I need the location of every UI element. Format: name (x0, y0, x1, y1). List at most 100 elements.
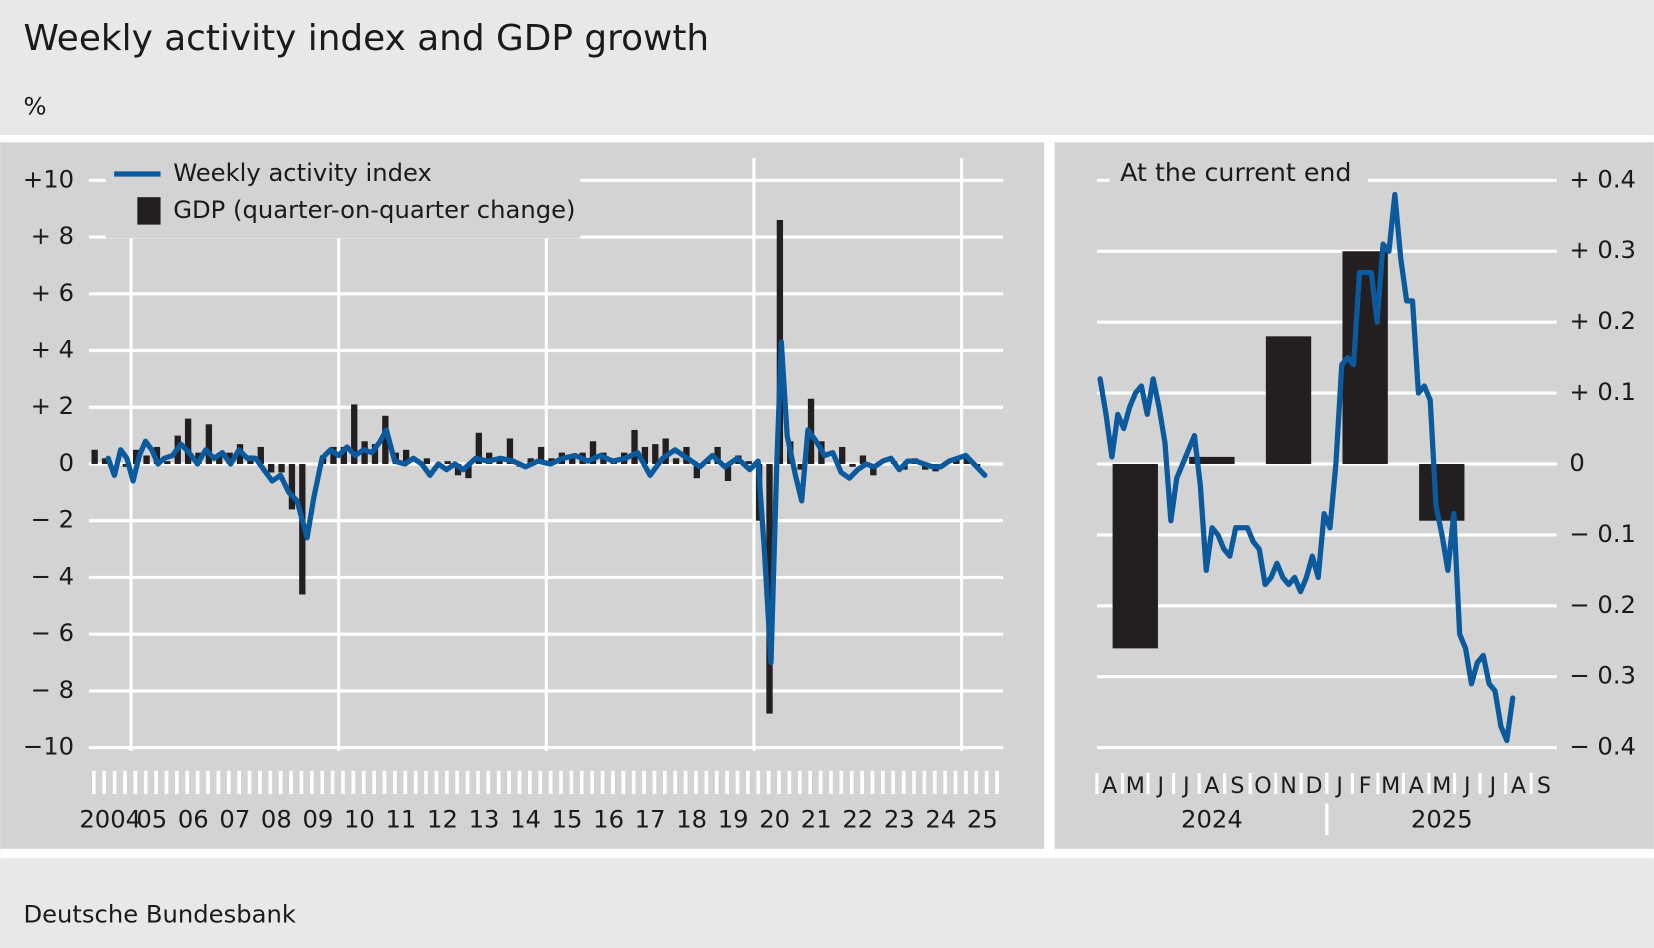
tick-mark (777, 770, 781, 795)
tick-mark (621, 770, 626, 795)
tick-mark (984, 770, 989, 795)
x-tick-label: A (1511, 773, 1526, 799)
tick-mark (413, 770, 418, 795)
bar (101, 458, 109, 464)
tick-mark (1095, 772, 1099, 795)
x-tick-label: 17 (635, 804, 666, 833)
bar (569, 455, 576, 464)
tick-mark (517, 770, 522, 795)
bar (745, 461, 752, 464)
y-tick-label: + 0.4 (1569, 164, 1636, 193)
y-tick-label: + 0.3 (1569, 235, 1636, 264)
x-tick-label: 18 (676, 804, 707, 833)
bar (672, 458, 680, 464)
tick-mark (299, 770, 304, 795)
tick-mark (652, 770, 657, 795)
tick-mark (320, 770, 325, 795)
tick-mark (829, 770, 833, 795)
tick-mark (91, 770, 96, 795)
tick-mark (818, 770, 823, 795)
tick-mark (881, 770, 885, 795)
tick-mark (216, 770, 221, 795)
bar (133, 449, 140, 464)
bar (216, 455, 223, 464)
tick-mark (922, 770, 927, 795)
tick-mark (507, 770, 511, 795)
x-tick-label: S (1230, 773, 1244, 799)
tick-mark (974, 770, 979, 795)
bar (340, 446, 348, 464)
tick-mark (579, 770, 584, 795)
tick-mark (569, 770, 574, 795)
x-tick-label: 08 (261, 804, 292, 833)
bar (662, 438, 669, 464)
tick-mark (964, 770, 968, 795)
bar (205, 424, 213, 464)
legend-label: GDP (quarter-on-quarter change) (173, 195, 575, 224)
x-tick-label: 09 (302, 804, 333, 833)
x-tick-label: J (1488, 773, 1497, 799)
tick-mark (1452, 772, 1457, 795)
tick-mark (1478, 772, 1482, 795)
page-title: Weekly activity index and GDP growth (23, 18, 709, 59)
tick-mark (185, 770, 190, 795)
tick-mark (1427, 772, 1431, 795)
tick-mark (611, 770, 615, 795)
y-tick-label: − 6 (31, 618, 74, 647)
tick-mark (1120, 772, 1125, 795)
bar (91, 449, 98, 464)
y-tick-label: + 6 (31, 278, 74, 307)
tick-mark (746, 770, 750, 795)
x-tick-label: F (1359, 773, 1372, 799)
x-tick-label: 25 (967, 804, 998, 833)
tick-mark (1146, 772, 1150, 795)
year-label: 2025 (1411, 804, 1473, 833)
bar (371, 444, 379, 464)
bar (766, 463, 773, 714)
legend-label: Weekly activity index (173, 158, 432, 187)
x-tick-label: D (1306, 773, 1323, 799)
tick-mark (1325, 772, 1329, 795)
y-tick-label: +10 (23, 164, 74, 193)
tick-mark (1376, 772, 1380, 795)
tick-mark (932, 770, 937, 795)
source: Deutsche Bundesbank (23, 899, 295, 928)
tick-mark (1223, 772, 1227, 795)
tick-mark (849, 770, 854, 795)
bar (164, 461, 171, 464)
bar (859, 455, 867, 464)
bar (527, 458, 534, 464)
bar (1112, 463, 1158, 649)
tick-mark (444, 770, 449, 795)
tick-mark (154, 770, 158, 795)
tick-mark (538, 770, 543, 795)
tick-mark (237, 770, 242, 795)
tick-mark (953, 770, 958, 795)
bar (693, 463, 700, 479)
x-tick-label: 12 (427, 804, 458, 833)
y-tick-label: + 0.2 (1569, 306, 1636, 335)
x-tick-label: A (1102, 773, 1117, 799)
tick-mark (694, 770, 698, 795)
x-tick-label: 23 (884, 804, 915, 833)
bar (537, 446, 545, 464)
bar (122, 463, 129, 467)
x-tick-label: 2004 (79, 804, 141, 833)
x-tick-label: N (1280, 773, 1297, 799)
separator (1044, 142, 1055, 849)
tick-mark (912, 770, 916, 795)
bar (714, 446, 721, 464)
tick-mark (351, 770, 356, 795)
bar (797, 463, 804, 470)
bar (1419, 463, 1465, 521)
tick-mark (797, 770, 802, 795)
bar (506, 438, 514, 464)
tick-mark (382, 770, 387, 795)
tick-mark (226, 770, 231, 795)
x-tick-label: A (1409, 773, 1424, 799)
bar (475, 432, 482, 464)
tick-mark (548, 770, 553, 795)
year-label: 2024 (1181, 804, 1243, 833)
bar (330, 446, 337, 464)
